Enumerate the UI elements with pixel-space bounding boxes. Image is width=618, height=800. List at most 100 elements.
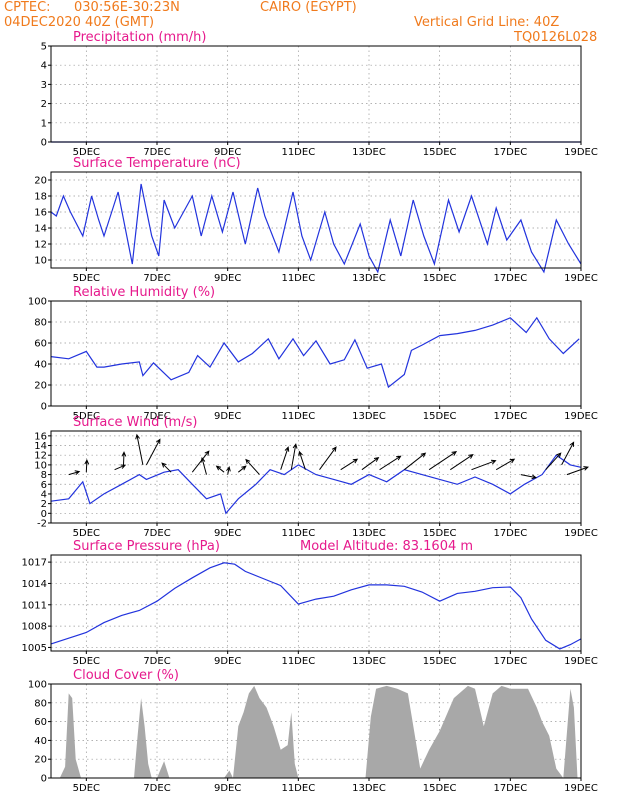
x-tick-label: 19DEC (564, 656, 598, 667)
wind-vector-arrow (290, 443, 298, 470)
x-tick-label: 11DEC (281, 411, 315, 422)
humidity-plot-frame (50, 300, 582, 407)
x-tick-label: 15DEC (423, 147, 457, 158)
y-tick-label: 14 (34, 441, 47, 452)
cloud-cover-panel: 100 80 60 40 20 0 5DEC 7DEC 9DEC 11DEC 13DEC 15DEC 1… (28, 668, 598, 794)
wind-vector-arrow (135, 433, 144, 465)
x-tick-label: 15DEC (423, 411, 457, 422)
y-tick-label: 8 (41, 470, 47, 481)
wind-vector-arrow (319, 446, 337, 470)
wind-vector-arrow (161, 462, 172, 473)
y-tick-label: 2 (41, 499, 47, 510)
y-tick-label: 5 (41, 42, 47, 53)
x-tick-label: 19DEC (564, 528, 598, 539)
pressure-plot-frame (50, 554, 582, 652)
x-tick-label: 9DEC (214, 656, 241, 667)
x-tick-label: 15DEC (423, 273, 457, 284)
y-tick-label: 1008 (22, 622, 47, 633)
x-tick-label: 19DEC (564, 273, 598, 284)
x-tick-label: 7DEC (143, 783, 170, 794)
cloud-cover-title: Cloud Cover (%) (73, 668, 179, 683)
x-tick-label: 9DEC (214, 273, 241, 284)
x-tick-label: 5DEC (73, 273, 100, 284)
precipitation-title: Precipitation (mm/h) (73, 30, 206, 45)
wind-vector-arrow (361, 457, 380, 471)
x-tick-label: 17DEC (493, 273, 527, 284)
x-tick-label: 9DEC (214, 528, 241, 539)
y-tick-label: 20 (34, 176, 47, 187)
wind-vector-arrow (379, 455, 402, 471)
wind-plot-frame (50, 430, 582, 524)
y-tick-label: 40 (34, 736, 47, 747)
x-tick-label: 15DEC (423, 656, 457, 667)
y-tick-label: 60 (34, 717, 47, 728)
y-tick-label: 1 (41, 118, 47, 129)
wind-vector-arrow (428, 451, 458, 471)
x-tick-label: 13DEC (352, 783, 386, 794)
x-tick-label: 13DEC (352, 528, 386, 539)
pressure-panel: 1017 1014 1011 1008 1005 5DEC 7DEC 9DEC 11DEC 13D… (22, 539, 598, 667)
y-tick-label: 80 (34, 698, 47, 709)
y-tick-label: 10 (34, 460, 47, 471)
y-tick-label: 12 (34, 451, 47, 462)
wind-vector-arrow (561, 441, 575, 466)
wind-vector-arrow (121, 451, 127, 468)
x-tick-label: 7DEC (143, 147, 170, 158)
grid-note-label: Vertical Grid Line: 40Z (414, 15, 560, 30)
x-tick-label: 15DEC (423, 783, 457, 794)
datetime-label: 04DEC2020 40Z (GMT) (4, 15, 155, 30)
temperature-series-line (50, 183, 582, 274)
y-tick-label: 4 (41, 489, 47, 500)
y-tick-label: 100 (28, 680, 47, 691)
wind-vector-arrow (298, 450, 306, 470)
wind-title: Surface Wind (m/s) (73, 415, 197, 430)
x-tick-label: 5DEC (73, 528, 100, 539)
x-tick-label: 13DEC (352, 656, 386, 667)
x-tick-label: 5DEC (73, 147, 100, 158)
x-tick-label: 11DEC (281, 273, 315, 284)
wind-vector-arrow (200, 456, 207, 475)
coordinates-label: 030:56E-30:23N (74, 0, 180, 15)
wind-vector-arrow (191, 450, 210, 473)
y-tick-label: 60 (34, 339, 47, 350)
x-tick-label: 11DEC (281, 656, 315, 667)
x-tick-label: 19DEC (564, 783, 598, 794)
y-tick-label: 12 (34, 240, 47, 251)
x-tick-label: 9DEC (214, 147, 241, 158)
y-tick-label: 0 (41, 774, 47, 785)
y-tick-label: 16 (34, 208, 47, 219)
wind-vector-arrow (520, 474, 538, 480)
x-tick-label: 7DEC (143, 273, 170, 284)
y-tick-label: 1017 (22, 558, 47, 569)
wind-vector-arrow (280, 446, 290, 470)
wind-series-line (50, 454, 582, 515)
y-tick-label: 0 (41, 138, 47, 149)
x-tick-label: 19DEC (564, 411, 598, 422)
y-tick-label: -2 (37, 519, 47, 530)
x-tick-label: 15DEC (423, 528, 457, 539)
x-tick-label: 19DEC (564, 147, 598, 158)
y-tick-label: 18 (34, 192, 47, 203)
wind-vector-arrow (471, 459, 497, 471)
x-tick-label: 17DEC (493, 783, 527, 794)
y-tick-label: 20 (34, 755, 47, 766)
x-tick-label: 13DEC (352, 147, 386, 158)
y-tick-label: 10 (34, 256, 47, 267)
wind-vector-arrow (68, 470, 81, 476)
y-tick-label: 40 (34, 360, 47, 371)
y-tick-label: 4 (41, 61, 47, 72)
x-tick-label: 17DEC (493, 528, 527, 539)
x-tick-label: 13DEC (352, 273, 386, 284)
x-tick-label: 11DEC (281, 528, 315, 539)
x-tick-label: 9DEC (214, 783, 241, 794)
precipitation-plot-frame (50, 45, 582, 143)
wind-vector-arrow (237, 465, 247, 473)
y-tick-label: 14 (34, 224, 47, 235)
x-tick-label: 7DEC (143, 528, 170, 539)
temperature-title: Surface Temperature (nC) (73, 156, 241, 171)
wind-vector-arrow (245, 458, 260, 475)
y-tick-label: 20 (34, 381, 47, 392)
humidity-series-line (50, 316, 580, 389)
y-tick-label: 100 (28, 297, 47, 308)
